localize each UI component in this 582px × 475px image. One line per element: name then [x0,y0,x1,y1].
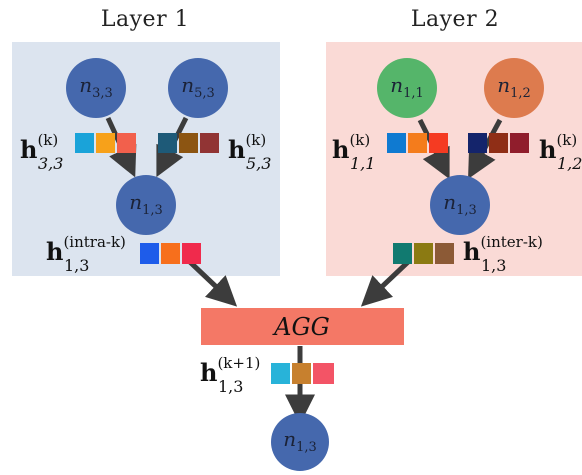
embedding-cell [468,133,487,153]
agg-label: AGG [272,313,330,341]
embedding-label: h(k) 1,2 [539,131,582,173]
embedding-cell [435,243,454,264]
node-circle [116,175,176,235]
node-label: n1,2 [497,73,531,101]
embedding-label: h(k) 1,1 [332,131,375,173]
embedding-cell [393,243,412,264]
node-label: n1,1 [390,73,424,101]
embedding-h12: h(k) 1,2 [468,131,582,173]
node-circle [271,413,329,471]
embedding-cell [75,133,94,153]
embedding-cell [96,133,115,153]
embedding-cell [489,133,508,153]
embedding-cell [429,133,448,153]
embedding-label: h(k) 5,3 [228,131,271,173]
node-label: n1,3 [129,190,163,218]
embedding-next: h(k+1) 1,3 [200,354,334,396]
node-layer1-n53: n5,3 [168,58,228,118]
embedding-label: h(k+1) 1,3 [200,354,260,396]
edge-intra-to-agg [188,260,238,307]
embedding-cell [117,133,136,153]
node-layer1-n33: n3,3 [66,58,126,118]
embedding-label: h(inter-k) 1,3 [463,233,543,275]
embedding-cell [408,133,427,153]
node-output-n13: n1,3 [271,413,329,471]
embedding-cell [313,363,334,384]
embedding-cell [158,133,177,153]
embedding-h33: h(k) 3,3 [20,131,136,173]
node-circle [168,58,228,118]
embedding-inter: h(inter-k) 1,3 [393,233,543,275]
node-circle [377,58,437,118]
embedding-cell [161,243,180,264]
node-label: n1,3 [283,427,317,455]
embedding-cell [200,133,219,153]
embedding-cell [387,133,406,153]
node-circle [66,58,126,118]
agg-box [201,308,404,345]
embedding-h53: h(k) 5,3 [158,131,271,173]
node-layer1-n13: n1,3 [116,175,176,235]
embedding-cell [182,243,201,264]
embedding-cell [414,243,433,264]
embedding-cell [510,133,529,153]
embedding-label: h(intra-k) 1,3 [46,233,126,275]
embedding-label: h(k) 3,3 [20,131,63,173]
layer2-title: Layer 2 [411,7,499,32]
embedding-cell [140,243,159,264]
layer1-title: Layer 1 [101,7,189,32]
layer1-panel [12,42,280,276]
node-label: n5,3 [181,73,215,101]
edge-inter-to-agg [360,260,410,307]
node-label: n3,3 [79,73,113,101]
embedding-cell [179,133,198,153]
embedding-cell [292,363,311,384]
node-circle [484,58,544,118]
node-layer2-n13: n1,3 [430,175,490,235]
node-label: n1,3 [443,190,477,218]
node-layer2-n11: n1,1 [377,58,437,118]
embedding-intra: h(intra-k) 1,3 [46,233,201,275]
embedding-cell [271,363,290,384]
agg-block: AGG [201,308,404,345]
embedding-h11: h(k) 1,1 [332,131,448,173]
node-layer2-n12: n1,2 [484,58,544,118]
node-circle [430,175,490,235]
